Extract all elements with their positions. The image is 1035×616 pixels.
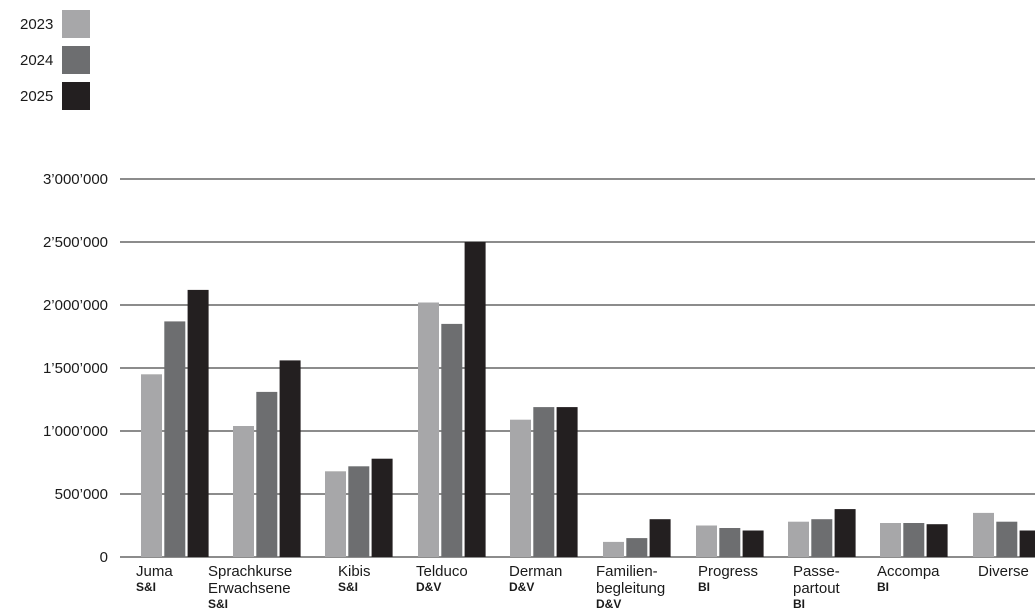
x-tick-label: Sprachkurse Erwachsene S&I xyxy=(208,563,293,611)
bar-2024-4 xyxy=(533,407,555,557)
bar-2023-7 xyxy=(788,521,809,557)
bar-2024-3 xyxy=(441,323,463,557)
x-tick-label: Progress BI xyxy=(698,563,759,594)
bar-2023-8 xyxy=(880,523,901,557)
legend-label: 2023 xyxy=(20,15,54,33)
y-tick-label: 500’000 xyxy=(55,486,108,503)
bar-2025-6 xyxy=(742,530,764,557)
y-tick-label: 3’000’000 xyxy=(43,171,108,188)
legend-item-2024: 2024 xyxy=(20,46,90,74)
y-tick-label: 2’000’000 xyxy=(43,297,108,314)
y-tick-label: 2’500’000 xyxy=(43,234,108,251)
bar-2023-4 xyxy=(510,419,531,557)
bar-2023-0 xyxy=(141,374,162,557)
bar-2024-6 xyxy=(719,528,741,557)
x-tick-label: Derman D&V xyxy=(509,563,563,594)
y-tick-label: 1’000’000 xyxy=(43,423,108,440)
bar-2024-5 xyxy=(626,538,648,557)
bar-2025-7 xyxy=(834,509,856,557)
legend-label: 2024 xyxy=(20,51,54,69)
bar-2025-3 xyxy=(464,242,486,557)
legend-item-2023: 2023 xyxy=(20,10,90,38)
bar-2025-0 xyxy=(187,289,209,557)
y-tick-label: 0 xyxy=(100,549,108,566)
bar-2024-8 xyxy=(903,523,925,557)
y-tick-label: 1’500’000 xyxy=(43,360,108,377)
x-tick-label: Accompa BI xyxy=(877,563,940,594)
x-tick-label: Passe-partout BI xyxy=(793,563,840,611)
x-tick-label: Familien-begleitung D&V xyxy=(596,563,666,611)
x-tick-label: Juma S&I xyxy=(136,563,173,594)
bar-2023-9 xyxy=(973,512,994,557)
legend-swatch xyxy=(62,10,90,38)
x-tick-label: Diverse xyxy=(978,563,1029,580)
legend-label: 2025 xyxy=(20,87,54,105)
bar-2025-5 xyxy=(649,519,671,557)
bar-2024-0 xyxy=(164,321,186,557)
bar-2025-4 xyxy=(556,407,578,557)
bar-2023-6 xyxy=(696,525,717,557)
legend-swatch xyxy=(62,46,90,74)
bar-2023-3 xyxy=(418,302,439,557)
bar-2024-1 xyxy=(256,391,278,557)
bar-2023-2 xyxy=(325,471,346,557)
bar-2024-2 xyxy=(348,466,370,557)
bar-2025-8 xyxy=(926,524,948,557)
legend-swatch xyxy=(62,82,90,110)
bar-2023-1 xyxy=(233,426,254,557)
bar-2025-1 xyxy=(279,360,301,557)
bar-2024-9 xyxy=(996,521,1018,557)
x-tick-label: Telduco D&V xyxy=(416,563,468,594)
bar-2024-7 xyxy=(811,519,833,557)
x-tick-label: Kibis S&I xyxy=(338,563,371,594)
bar-2025-2 xyxy=(371,458,393,557)
bar-2025-9 xyxy=(1019,530,1035,557)
bar-2023-5 xyxy=(603,541,624,557)
legend-item-2025: 2025 xyxy=(20,82,90,110)
legend: 2023 2024 2025 xyxy=(20,10,90,118)
